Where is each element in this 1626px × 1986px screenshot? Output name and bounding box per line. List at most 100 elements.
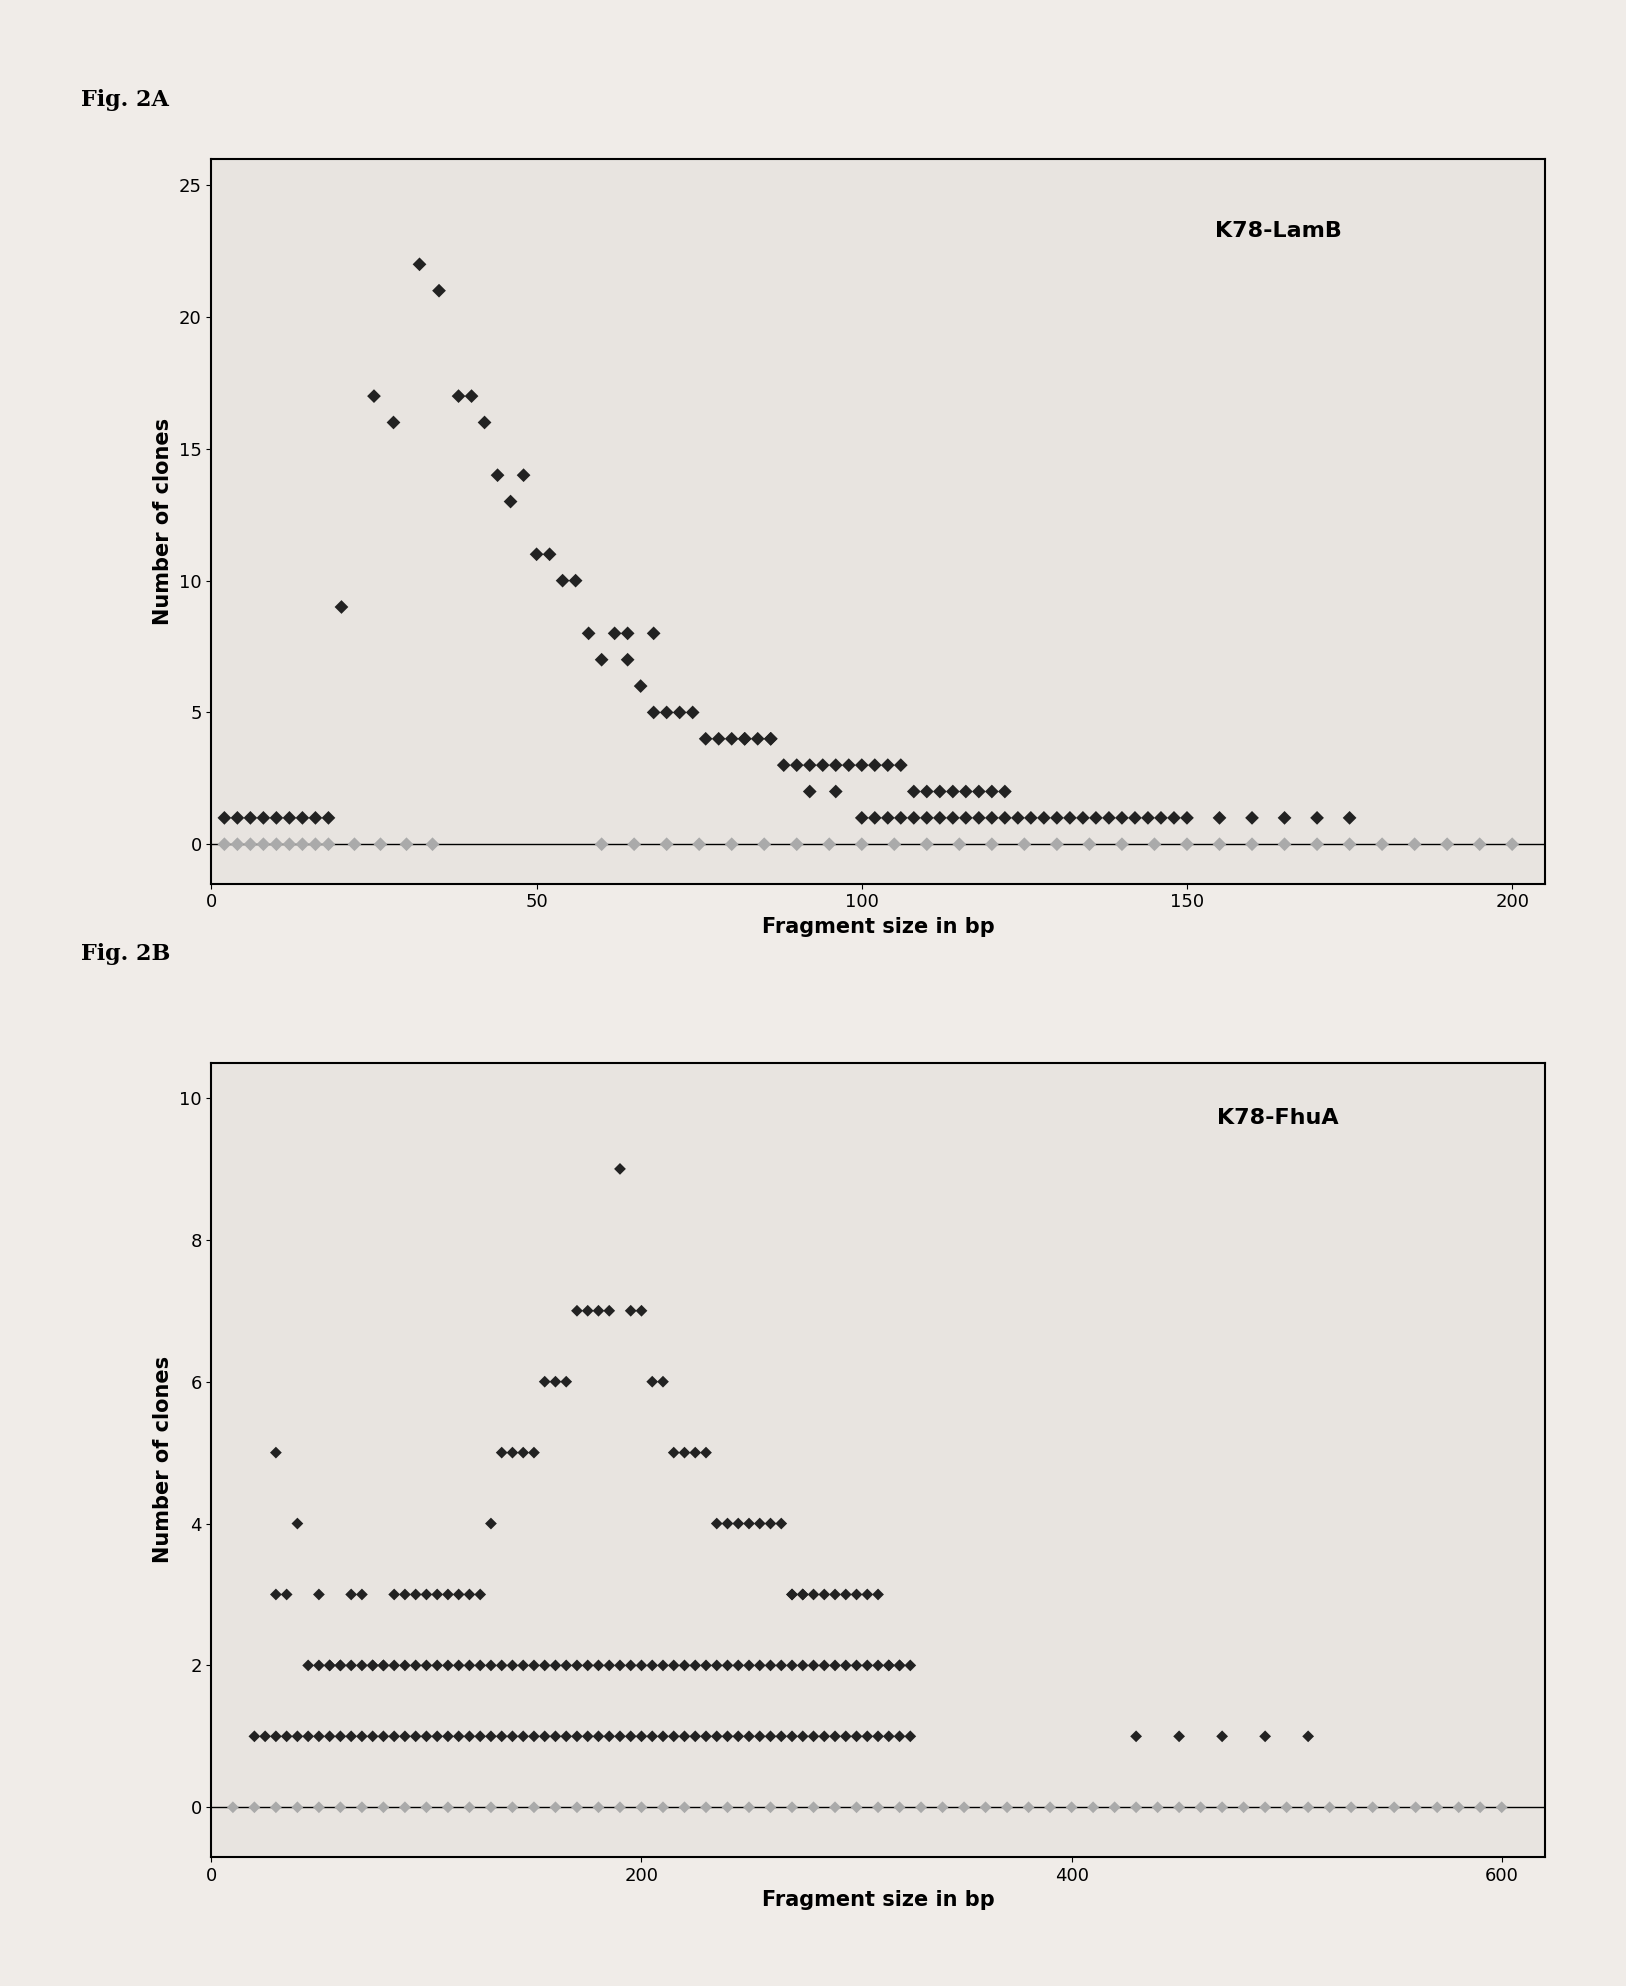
Point <box>532 1366 558 1398</box>
Point <box>434 1720 460 1752</box>
Point <box>732 723 758 755</box>
Point <box>737 1720 763 1752</box>
Point <box>1166 1720 1192 1752</box>
Point <box>276 828 302 860</box>
Point <box>758 1507 784 1539</box>
Point <box>1083 802 1109 834</box>
Point <box>478 1720 504 1752</box>
Point <box>1402 828 1428 860</box>
Point <box>1206 828 1233 860</box>
Point <box>704 1720 730 1752</box>
Point <box>1174 802 1200 834</box>
Point <box>1239 828 1265 860</box>
Point <box>564 1791 590 1823</box>
Point <box>606 1154 633 1186</box>
Point <box>966 777 992 808</box>
Point <box>380 407 406 439</box>
Point <box>833 1579 859 1611</box>
Point <box>823 1579 849 1611</box>
Text: Fig. 2A: Fig. 2A <box>81 89 169 111</box>
Point <box>296 1720 322 1752</box>
Point <box>1252 1791 1278 1823</box>
Point <box>457 1791 483 1823</box>
Point <box>489 1436 515 1468</box>
Point <box>816 828 842 860</box>
Point <box>306 1720 332 1752</box>
Point <box>725 1650 751 1682</box>
Point <box>865 1720 891 1752</box>
Point <box>499 1791 525 1823</box>
Point <box>520 1436 546 1468</box>
Point <box>790 1579 816 1611</box>
Point <box>467 1720 493 1752</box>
Point <box>392 1720 418 1752</box>
Point <box>1210 1720 1236 1752</box>
Point <box>553 1366 579 1398</box>
Point <box>467 1579 493 1611</box>
Point <box>639 1650 665 1682</box>
Point <box>639 1366 665 1398</box>
Point <box>1124 1720 1150 1752</box>
Point <box>888 802 914 834</box>
Point <box>1206 802 1233 834</box>
Point <box>467 1650 493 1682</box>
Point <box>654 828 680 860</box>
Point <box>285 1507 311 1539</box>
Point <box>499 1650 525 1682</box>
Point <box>220 1791 246 1823</box>
Point <box>585 1295 611 1327</box>
Point <box>667 697 693 729</box>
Point <box>306 1791 332 1823</box>
Point <box>771 749 797 780</box>
Point <box>1018 802 1044 834</box>
Point <box>317 1720 343 1752</box>
Point <box>1076 828 1102 860</box>
Point <box>499 1436 525 1468</box>
Point <box>784 749 810 780</box>
Point <box>367 828 393 860</box>
Point <box>563 564 589 596</box>
Point <box>1467 828 1493 860</box>
Point <box>1369 828 1395 860</box>
Point <box>273 1720 299 1752</box>
Point <box>393 828 420 860</box>
Point <box>854 1579 880 1611</box>
Point <box>641 618 667 649</box>
Point <box>639 1720 665 1752</box>
Point <box>585 1791 611 1823</box>
Point <box>800 1579 826 1611</box>
Point <box>862 749 888 780</box>
Point <box>1141 828 1167 860</box>
Point <box>1359 1791 1385 1823</box>
Point <box>966 802 992 834</box>
Point <box>403 1579 429 1611</box>
Point <box>315 802 341 834</box>
Point <box>457 1650 483 1682</box>
Point <box>361 379 387 411</box>
Point <box>865 1579 891 1611</box>
Point <box>489 1650 515 1682</box>
Point <box>574 1295 600 1327</box>
Point <box>371 1650 397 1682</box>
Point <box>472 407 498 439</box>
Point <box>1044 828 1070 860</box>
Point <box>424 1650 450 1682</box>
Point <box>420 828 446 860</box>
Point <box>413 1650 439 1682</box>
Point <box>315 828 341 860</box>
Point <box>403 1720 429 1752</box>
Point <box>779 1579 805 1611</box>
Point <box>650 1720 676 1752</box>
Point <box>350 1579 376 1611</box>
Point <box>823 1650 849 1682</box>
Point <box>704 1507 730 1539</box>
Text: K78-LamB: K78-LamB <box>1215 220 1341 242</box>
Point <box>621 828 647 860</box>
Point <box>719 828 745 860</box>
Point <box>1304 828 1330 860</box>
Point <box>543 1791 569 1823</box>
Point <box>940 802 966 834</box>
Point <box>660 1436 686 1468</box>
Point <box>680 697 706 729</box>
Point <box>800 1720 826 1752</box>
